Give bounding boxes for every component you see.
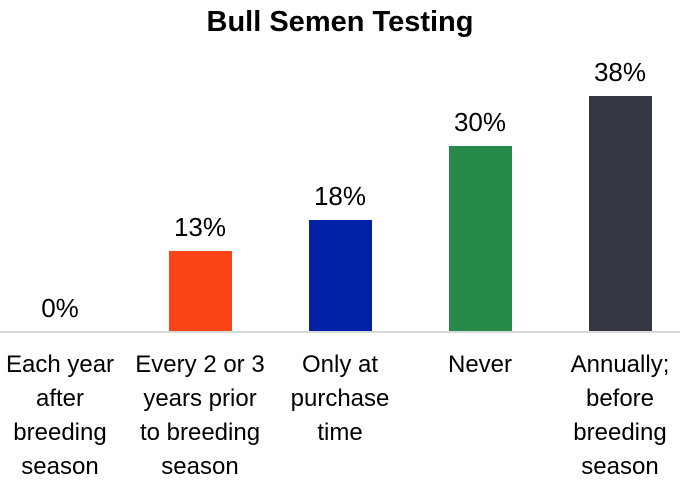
bar	[588, 96, 652, 332]
x-axis-label: Each year after breeding season	[5, 351, 115, 480]
bar	[448, 146, 512, 332]
bar-columns: 0% 13% 18% 30% 38%	[0, 58, 680, 332]
bar-column: 18%	[270, 182, 410, 332]
plot-area: 0% 13% 18% 30% 38%	[0, 58, 680, 332]
bar-value-label: 30%	[453, 107, 507, 137]
bar-value-label: 38%	[593, 57, 647, 87]
bar-column: 38%	[550, 58, 680, 332]
x-axis-line	[0, 331, 680, 333]
x-axis-label: Every 2 or 3 years prior to breeding sea…	[135, 351, 265, 480]
x-axis-labels: Each year after breeding season Every 2 o…	[0, 348, 680, 484]
x-axis-label: Annually; before breeding season	[570, 351, 670, 480]
bar	[308, 220, 372, 332]
bar-column: 13%	[130, 213, 270, 332]
bar-column: 0%	[0, 294, 130, 332]
bar-column: 30%	[410, 108, 550, 332]
bar-value-label: 13%	[173, 212, 227, 242]
x-axis-label: Only at purchase time	[290, 351, 390, 446]
bar-value-label: 18%	[313, 181, 367, 211]
bar	[168, 251, 232, 332]
x-axis-label: Never	[447, 351, 513, 378]
bar-value-label: 0%	[41, 293, 79, 323]
chart-title: Bull Semen Testing	[206, 6, 474, 38]
